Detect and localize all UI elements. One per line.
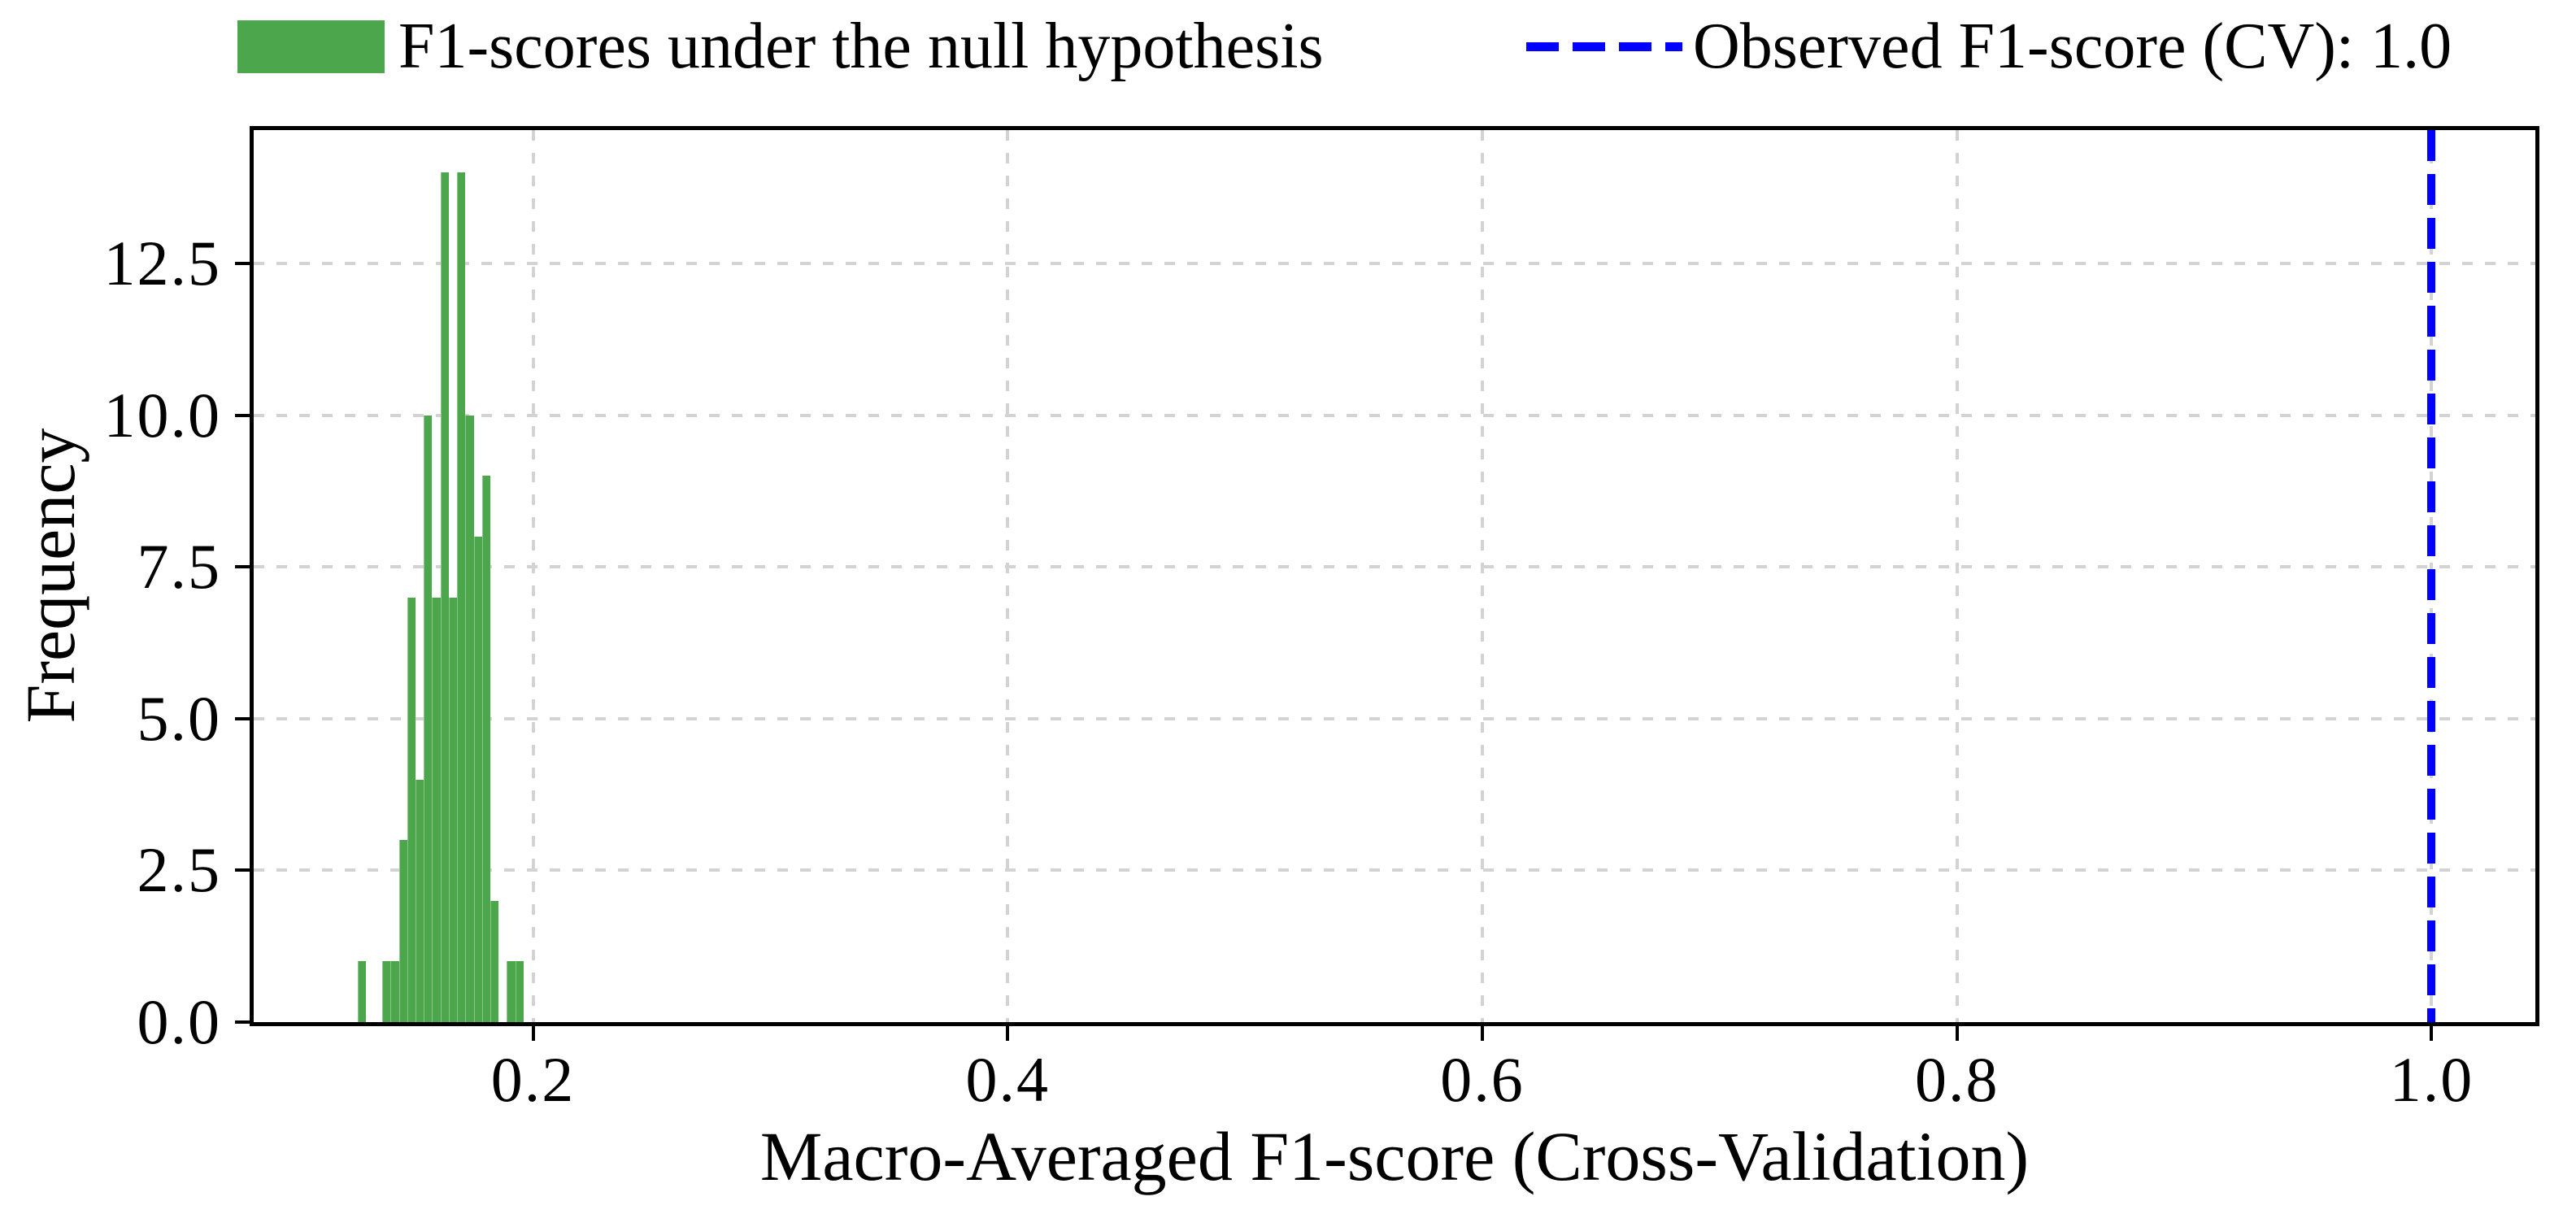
y-tick-2.5 [235,868,251,872]
y-tick-5 [235,716,251,720]
x-tick-label-0.2: 0.2 [490,1044,576,1115]
histogram-bar-18 [507,961,516,1022]
x-axis-label: Macro-Averaged F1-score (Cross-Validatio… [759,1117,2030,1195]
x-tick-label-0.4: 0.4 [965,1044,1050,1115]
y-tick-12.5 [235,262,251,266]
gridline-x-0.6 [1480,130,1484,1022]
x-tick-0.4 [1006,1025,1010,1041]
gridline-x-0.2 [531,130,535,1022]
y-tick-7.5 [235,565,251,569]
histogram-bar-9 [432,597,441,1022]
gridline-x-0.8 [1955,130,1959,1022]
gridline-y-5 [254,716,2535,720]
histogram-bar-6 [407,597,416,1022]
gridline-y-2.5 [254,868,2535,872]
histogram-bar-5 [398,840,407,1022]
legend-label-observed-f1: Observed F1-score (CV): 1.0 [1693,11,2452,82]
histogram-bar-0 [357,961,366,1022]
legend-swatch-null-histogram [237,20,385,73]
histogram-bar-12 [457,172,466,1022]
x-tick-0.6 [1480,1025,1484,1041]
legend-label-null-histogram: F1-scores under the null hypothesis [398,11,1324,82]
x-tick-0.8 [1955,1025,1959,1041]
histogram-bar-10 [440,172,449,1022]
gridline-y-12.5 [254,262,2535,266]
y-tick-0 [235,1020,251,1024]
y-tick-label-10: 10.0 [103,379,221,450]
histogram-bar-8 [424,415,433,1022]
y-tick-label-0: 0.0 [137,986,221,1057]
gridline-y-10 [254,413,2535,417]
legend-dashed-line-sample [1526,42,1682,51]
y-tick-label-2.5: 2.5 [137,834,221,906]
histogram-bar-11 [448,597,458,1022]
observed-f1-line [2427,130,2436,1022]
histogram-bar-4 [390,961,399,1022]
y-tick-label-7.5: 7.5 [137,531,221,603]
x-tick-label-0.8: 0.8 [1914,1044,1999,1115]
gridline-y-7.5 [254,565,2535,569]
y-tick-label-12.5: 12.5 [103,228,221,299]
x-tick-label-0.6: 0.6 [1440,1044,1525,1115]
x-tick-label-1: 1.0 [2389,1044,2474,1115]
gridline-x-0.4 [1006,130,1010,1022]
histogram-bar-3 [382,961,391,1022]
plot-area [250,126,2539,1026]
histogram-bar-7 [416,779,424,1022]
histogram-bar-15 [481,476,490,1022]
histogram-bar-14 [473,537,482,1022]
y-tick-label-5: 5.0 [137,682,221,754]
histogram-bar-16 [490,900,499,1022]
histogram-bar-19 [515,961,524,1022]
y-tick-10 [235,413,251,417]
x-tick-1 [2430,1025,2434,1041]
histogram-bar-13 [465,415,474,1022]
x-tick-0.2 [531,1025,535,1041]
